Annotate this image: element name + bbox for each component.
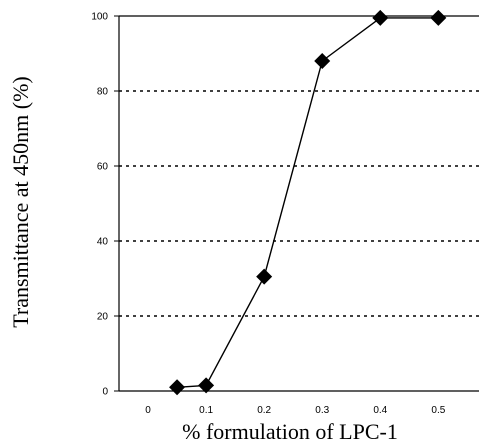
- series-lines: [177, 17, 439, 388]
- data-point: [198, 377, 215, 394]
- y-tick-label: 0: [102, 387, 108, 398]
- x-tick-label: 0: [145, 405, 151, 416]
- data-point: [314, 53, 331, 69]
- x-axis-title: % formulation of LPC-1: [182, 419, 398, 444]
- data-points: [169, 9, 447, 396]
- y-tick-labels: 0 20 40 60 80 100: [91, 12, 108, 398]
- data-point: [430, 9, 447, 26]
- x-tick-label: 0.5: [431, 405, 445, 416]
- y-tick-label: 100: [91, 12, 108, 23]
- data-point: [256, 268, 273, 285]
- series-line: [177, 17, 439, 388]
- x-tick-label: 0.4: [373, 405, 387, 416]
- y-tick-label: 20: [97, 312, 109, 323]
- x-tick-labels: 0 0.1 0.2 0.3 0.4 0.5: [145, 405, 445, 416]
- y-tick-label: 40: [97, 237, 109, 248]
- x-tick-label: 0.1: [199, 405, 213, 416]
- gridlines: [119, 15, 479, 317]
- data-point: [372, 9, 389, 26]
- y-tick-label: 60: [97, 162, 109, 173]
- x-tick-label: 0.2: [257, 405, 271, 416]
- axes: [114, 15, 479, 392]
- y-tick-label: 80: [97, 87, 109, 98]
- y-axis-title: Transmittance at 450nm (%): [8, 76, 33, 328]
- data-point: [169, 379, 186, 396]
- x-tick-label: 0.3: [315, 405, 329, 416]
